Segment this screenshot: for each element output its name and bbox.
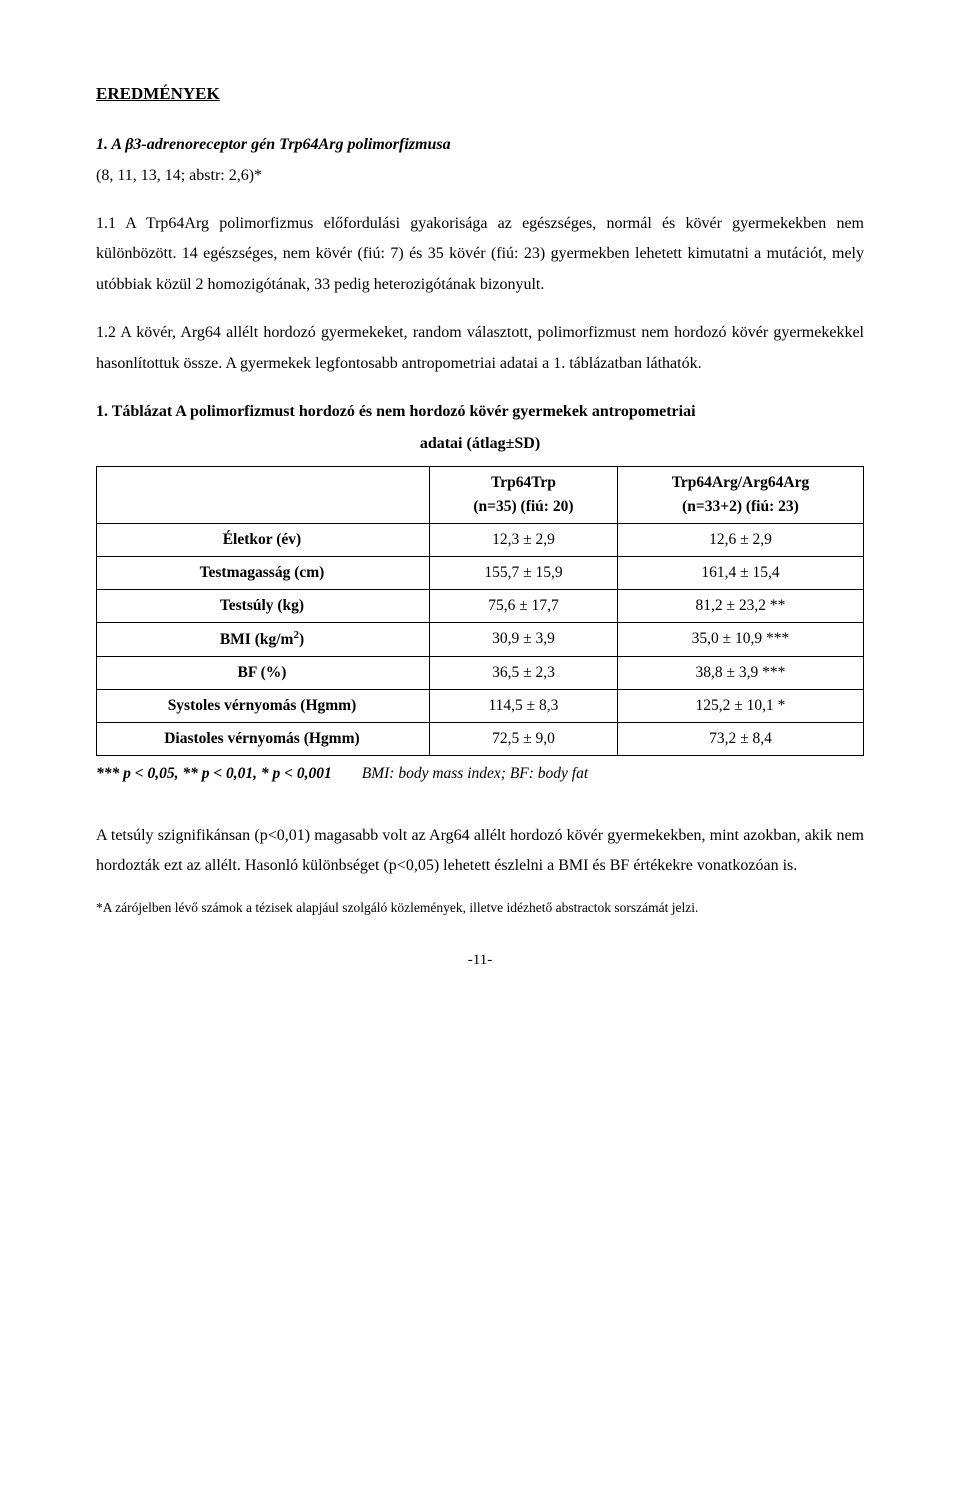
table-corner bbox=[97, 466, 430, 523]
table-row: Diastoles vérnyomás (Hgmm)72,5 ± 9,073,2… bbox=[97, 723, 864, 756]
row-label: BF (%) bbox=[97, 657, 430, 690]
col-header-arg-line1: Trp64Arg/Arg64Arg bbox=[628, 471, 853, 495]
cell-trp: 155,7 ± 15,9 bbox=[429, 556, 617, 589]
table-row: Életkor (év)12,3 ± 2,912,6 ± 2,9 bbox=[97, 523, 864, 556]
cell-trp: 30,9 ± 3,9 bbox=[429, 622, 617, 656]
cell-trp: 12,3 ± 2,9 bbox=[429, 523, 617, 556]
cell-trp: 72,5 ± 9,0 bbox=[429, 723, 617, 756]
col-header-arg-line2: (n=33+2) (fiú: 23) bbox=[628, 495, 853, 519]
cell-arg: 12,6 ± 2,9 bbox=[617, 523, 863, 556]
table-row: Systoles vérnyomás (Hgmm)114,5 ± 8,3125,… bbox=[97, 690, 864, 723]
cell-arg: 125,2 ± 10,1 * bbox=[617, 690, 863, 723]
table-row: BF (%)36,5 ± 2,338,8 ± 3,9 *** bbox=[97, 657, 864, 690]
page-number: -11- bbox=[96, 946, 864, 975]
subsection-title: 1. A β3-adrenoreceptor gén Trp64Arg poli… bbox=[96, 136, 451, 153]
paragraph-1-1: 1.1 A Trp64Arg polimorfizmus előfordulás… bbox=[96, 209, 864, 300]
col-header-trp: Trp64Trp (n=35) (fiú: 20) bbox=[429, 466, 617, 523]
col-header-arg: Trp64Arg/Arg64Arg (n=33+2) (fiú: 23) bbox=[617, 466, 863, 523]
row-label: Diastoles vérnyomás (Hgmm) bbox=[97, 723, 430, 756]
table-row: Testsúly (kg)75,6 ± 17,781,2 ± 23,2 ** bbox=[97, 589, 864, 622]
footnote-abbrev: BMI: body mass index; BF: body fat bbox=[332, 759, 864, 788]
row-label: Systoles vérnyomás (Hgmm) bbox=[97, 690, 430, 723]
table-row: BMI (kg/m2)30,9 ± 3,935,0 ± 10,9 *** bbox=[97, 622, 864, 656]
subsection-title-block: 1. A β3-adrenoreceptor gén Trp64Arg poli… bbox=[96, 130, 864, 160]
footnote-significance: *** p < 0,05, ** p < 0,01, * p < 0,001 bbox=[96, 759, 332, 788]
paragraph-after-table: A tetsúly szignifikánsan (p<0,01) magasa… bbox=[96, 821, 864, 882]
cell-arg: 35,0 ± 10,9 *** bbox=[617, 622, 863, 656]
table-row: Testmagasság (cm)155,7 ± 15,9161,4 ± 15,… bbox=[97, 556, 864, 589]
table-footnote: *** p < 0,05, ** p < 0,01, * p < 0,001 B… bbox=[96, 756, 864, 788]
col-header-trp-line1: Trp64Trp bbox=[440, 471, 607, 495]
row-label: Testsúly (kg) bbox=[97, 589, 430, 622]
table-caption-sub: adatai (átlag±SD) bbox=[96, 429, 864, 459]
cell-arg: 161,4 ± 15,4 bbox=[617, 556, 863, 589]
cell-arg: 38,8 ± 3,9 *** bbox=[617, 657, 863, 690]
col-header-trp-line2: (n=35) (fiú: 20) bbox=[440, 495, 607, 519]
cell-arg: 81,2 ± 23,2 ** bbox=[617, 589, 863, 622]
cell-trp: 36,5 ± 2,3 bbox=[429, 657, 617, 690]
cell-arg: 73,2 ± 8,4 bbox=[617, 723, 863, 756]
asterisk-note: *A zárójelben lévő számok a tézisek alap… bbox=[96, 899, 864, 918]
cell-trp: 114,5 ± 8,3 bbox=[429, 690, 617, 723]
paragraph-1-2: 1.2 A kövér, Arg64 allélt hordozó gyerme… bbox=[96, 318, 864, 379]
row-label: Testmagasság (cm) bbox=[97, 556, 430, 589]
section-heading: EREDMÉNYEK bbox=[96, 78, 864, 110]
row-label: Életkor (év) bbox=[97, 523, 430, 556]
cell-trp: 75,6 ± 17,7 bbox=[429, 589, 617, 622]
refs-line: (8, 11, 13, 14; abstr: 2,6)* bbox=[96, 161, 864, 191]
table-header-row: Trp64Trp (n=35) (fiú: 20) Trp64Arg/Arg64… bbox=[97, 466, 864, 523]
anthropometry-table: Trp64Trp (n=35) (fiú: 20) Trp64Arg/Arg64… bbox=[96, 466, 864, 756]
row-label: BMI (kg/m2) bbox=[97, 622, 430, 656]
table-caption: 1. Táblázat A polimorfizmust hordozó és … bbox=[96, 397, 864, 427]
